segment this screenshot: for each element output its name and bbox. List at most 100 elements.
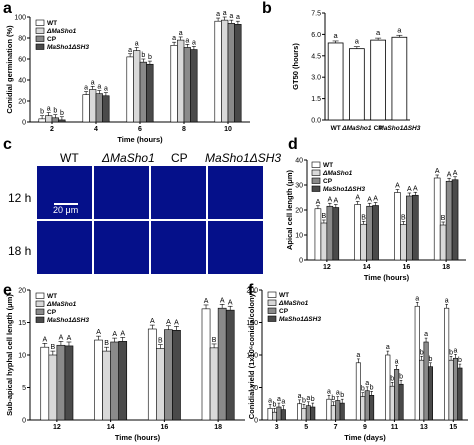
panel-label-e: e [3,282,12,299]
legend-swatch-e [35,308,45,315]
legend-swatch-f [267,291,277,298]
bar-e-series2 [217,307,227,421]
bar-e-series0 [147,328,157,421]
bar-d-series0 [354,204,361,261]
x-tick-label-f: 7 [334,424,338,431]
bar-d-series2 [326,205,334,261]
bar-f-series2 [452,357,458,421]
bar-e-series1 [48,354,58,421]
micrograph-sh3-18h [208,221,263,274]
micrograph-wt-12h [37,166,92,219]
significance-letter-d: A [373,196,378,203]
bar-f-series2 [335,400,341,421]
y-tick-label-d: 10 [295,233,303,240]
bar-a-series1 [133,50,141,123]
y-tick-label-b: 0.0 [311,118,321,125]
significance-letter-d: B [401,215,406,222]
significance-letter-e: A [59,334,64,341]
x-tick-label-f: 3 [275,424,279,431]
legend-swatch-a [35,35,45,42]
y-axis-label-e: Sub-apical hyphal cell length (μm) [5,294,14,416]
x-tick-label-e: 18 [214,424,222,431]
bar-e-series3 [64,345,74,421]
bar-a-series2 [139,61,147,123]
bar-f-series1 [360,396,366,421]
micrograph-mutant-18h [94,221,149,274]
bar-e-series0 [40,346,50,421]
significance-letter-f: a [306,395,310,402]
legend-label-d: ΔMaSho1 [322,170,353,177]
x-tick-label-e: 14 [107,424,115,431]
panel-label-f: f [248,282,254,299]
x-tick-label-a: 6 [138,126,142,133]
significance-letter-f: a [327,388,331,395]
bar-d-series3 [372,205,379,261]
bar-b [349,48,365,121]
bar-b [391,36,408,121]
y-tick-label-b: 7.5 [311,11,321,18]
legend-label-d: CP [323,178,333,185]
significance-letter-f: b [340,392,344,399]
legend-swatch-d [311,177,321,184]
x-axis-label-a: Time (hours) [117,135,163,144]
x-tick-label-a: 2 [50,126,54,133]
significance-letter-f: a [281,399,285,406]
bar-d-series1 [400,224,407,261]
micrograph-mutant-12h [94,166,149,219]
x-tick-label-a: 10 [224,126,232,133]
bar-e-series1 [102,350,111,421]
significance-letter-d: A [453,170,458,177]
significance-letter-a: a [236,14,240,21]
y-tick-label-f: 50 [250,385,258,392]
significance-letter-f: b [273,401,277,408]
bar-e-series1 [156,348,165,421]
y-tick-label-a: 0 [22,120,26,127]
bar-e-series2 [110,341,119,421]
significance-letter-e: A [120,330,125,337]
y-tick-label-f: 150 [246,320,258,327]
bar-d-series3 [451,179,459,261]
y-tick-label-d: 40 [295,158,303,165]
y-tick-label-e: 0 [22,418,26,425]
y-tick-label-f: 200 [246,288,258,295]
legend-label-a: CP [47,36,57,43]
bar-b [327,42,344,121]
significance-letter-e: A [228,299,233,306]
bar-f-series1 [301,407,307,421]
significance-letter-d: A [333,198,338,205]
bar-f-series2 [276,406,282,421]
bar-f-series2 [423,341,429,421]
significance-letter-a: a [179,30,183,37]
x-tick-label-e: 12 [53,424,61,431]
x-tick-label-b: CP [374,125,384,132]
bar-d-series3 [332,207,340,261]
x-tick-label-e: 16 [160,424,168,431]
panel-label-b: b [262,0,272,17]
legend-label-f: ΔMaSho1 [278,300,309,307]
x-tick-label-d: 16 [402,264,410,271]
significance-letter-f: b [399,373,403,380]
legend-swatch-f [267,307,277,314]
significance-letter-d: A [328,196,333,203]
legend-label-a: WT [47,20,57,27]
legend-swatch-d [311,169,321,176]
significance-letter-f: a [336,390,340,397]
bar-a-series1 [221,19,229,123]
y-tick-label-e: 15 [18,320,26,327]
significance-letter-f: a [356,352,360,359]
legend-label-e: MaSho1ΔSH3 [47,317,89,324]
significance-letter-e: A [204,298,209,305]
significance-letter-a: a [185,37,189,44]
significance-letter-a: a [172,35,176,42]
y-tick-label-b: 4.5 [311,53,321,60]
significance-letter-a: a [229,13,233,20]
significance-letter-f: b [390,375,394,382]
significance-letter-f: a [386,344,390,351]
significance-letter-a: a [128,47,132,54]
legend-swatch-d [311,161,321,168]
bar-d-series0 [433,177,441,261]
y-axis-label-f: Conidial yield (1x10⁶conidia/colony) [247,290,256,419]
significance-letter-f: a [454,347,458,354]
bar-e-series3 [118,341,128,421]
